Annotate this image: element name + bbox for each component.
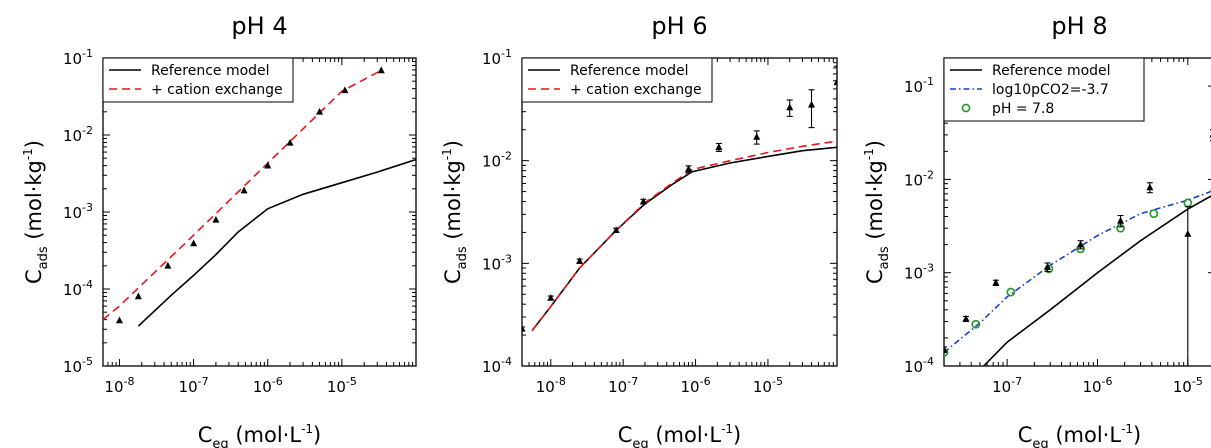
y-tick-label: 10-3 bbox=[482, 252, 512, 273]
data-point bbox=[134, 292, 142, 300]
data-point bbox=[1006, 287, 1016, 297]
x-tick-label: 10-5 bbox=[327, 375, 357, 396]
panel-title: pH 4 bbox=[231, 12, 287, 40]
data-point bbox=[715, 143, 723, 151]
data-point bbox=[786, 103, 794, 111]
y-tick-label: 10-2 bbox=[482, 150, 512, 171]
data-point bbox=[833, 78, 837, 86]
data-point bbox=[522, 324, 526, 332]
data-point bbox=[944, 345, 948, 353]
y-axis-label: Cads (mol·kg-1) bbox=[440, 140, 470, 284]
y-tick-label: 10-2 bbox=[63, 124, 93, 145]
y-tick-label: 10-1 bbox=[904, 75, 934, 96]
data-point bbox=[639, 197, 647, 205]
x-axis-label: Ceq (mol·L-1) bbox=[198, 422, 321, 448]
y-axis-label: Cads (mol·kg-1) bbox=[862, 140, 892, 284]
legend-label: pH = 7.8 bbox=[992, 101, 1054, 117]
data-point bbox=[1184, 229, 1192, 237]
panel-title: pH 8 bbox=[1051, 12, 1107, 40]
y-tick-label: 10-4 bbox=[63, 278, 93, 299]
series-line bbox=[137, 158, 416, 327]
legend-label: log10pCO2=-3.7 bbox=[992, 82, 1109, 98]
legend: Reference model log10pCO2=-3.7 pH = 7.8 bbox=[943, 57, 1145, 122]
data-point bbox=[164, 261, 172, 269]
legend-label: + cation exchange bbox=[151, 82, 283, 98]
data-point bbox=[992, 278, 1000, 286]
x-axis-label: Ceq (mol·L-1) bbox=[1018, 422, 1141, 448]
y-tick-label: 10-5 bbox=[63, 355, 93, 376]
legend: Reference model + cation exchange bbox=[102, 57, 294, 103]
panel-title: pH 6 bbox=[651, 12, 707, 40]
axes-frame bbox=[102, 57, 417, 367]
y-tick-label: 10-3 bbox=[63, 201, 93, 222]
data-point bbox=[212, 215, 220, 223]
series-group bbox=[522, 65, 837, 332]
x-tick-label: 10-6 bbox=[681, 375, 711, 396]
data-point bbox=[1146, 183, 1154, 191]
data-point bbox=[808, 100, 816, 108]
series-line bbox=[944, 190, 1211, 354]
data-point bbox=[547, 293, 555, 301]
y-tick-label: 10-4 bbox=[482, 355, 512, 376]
data-point bbox=[190, 239, 198, 247]
x-tick-label: 10-7 bbox=[179, 375, 209, 396]
series-group bbox=[103, 66, 416, 327]
y-tick-label: 10-1 bbox=[63, 47, 93, 68]
legend-box bbox=[102, 57, 294, 103]
legend-label: Reference model bbox=[992, 63, 1111, 79]
series-line bbox=[983, 195, 1211, 366]
data-point bbox=[341, 86, 349, 94]
data-point bbox=[1183, 198, 1193, 208]
panel-3: pH 8 10-7 10-6 10-5 10-4 10-3 10-2 10-1 Ceq (mol… bbox=[862, 12, 1211, 448]
data-point bbox=[377, 66, 385, 74]
legend-label: + cation exchange bbox=[570, 82, 702, 98]
x-tick-label: 10-5 bbox=[1173, 375, 1203, 396]
panel-2: pH 6 10-8 10-7 10-6 10-5 10-4 10-3 10-2 10-1 Ceq … bbox=[440, 12, 838, 448]
legend-label: Reference model bbox=[570, 63, 689, 79]
x-axis-label: Ceq (mol·L-1) bbox=[618, 422, 741, 448]
x-tick-label: 10-7 bbox=[992, 375, 1022, 396]
y-axis-label: Cads (mol·kg-1) bbox=[21, 140, 51, 284]
data-point bbox=[962, 314, 970, 322]
data-point bbox=[115, 316, 123, 324]
data-point bbox=[240, 186, 248, 194]
y-tick-label: 10-1 bbox=[482, 47, 512, 68]
legend-label: Reference model bbox=[151, 63, 270, 79]
x-tick-label: 10-5 bbox=[753, 375, 783, 396]
x-tick-label: 10-6 bbox=[1082, 375, 1112, 396]
legend-marker bbox=[961, 103, 971, 113]
series-group bbox=[944, 129, 1211, 366]
data-point bbox=[753, 133, 761, 140]
data-point bbox=[1077, 240, 1085, 248]
ticks bbox=[102, 57, 417, 367]
y-tick-label: 10-4 bbox=[904, 355, 934, 376]
data-point bbox=[1044, 263, 1052, 270]
data-point bbox=[1117, 216, 1125, 224]
y-tick-label: 10-2 bbox=[904, 168, 934, 189]
panel-1: pH 4 10-8 10-7 10-6 10-5 10-5 10-4 10-3 10-2 10-1… bbox=[21, 12, 417, 448]
data-point bbox=[316, 107, 324, 115]
data-point bbox=[576, 257, 584, 264]
legend: Reference model + cation exchange bbox=[521, 57, 713, 103]
data-point bbox=[264, 161, 272, 169]
data-point bbox=[971, 319, 981, 329]
x-tick-label: 10-7 bbox=[608, 375, 638, 396]
data-point bbox=[286, 138, 294, 146]
x-tick-label: 10-6 bbox=[253, 375, 283, 396]
x-tick-label: 10-8 bbox=[104, 375, 134, 396]
x-tick-label: 10-8 bbox=[536, 375, 566, 396]
data-point bbox=[612, 226, 620, 234]
legend-box bbox=[521, 57, 713, 103]
series-line bbox=[103, 69, 383, 321]
data-point bbox=[685, 164, 693, 172]
data-point bbox=[1149, 209, 1159, 218]
series-line bbox=[531, 146, 837, 332]
series-line bbox=[531, 140, 837, 332]
y-tick-label: 10-3 bbox=[904, 262, 934, 283]
